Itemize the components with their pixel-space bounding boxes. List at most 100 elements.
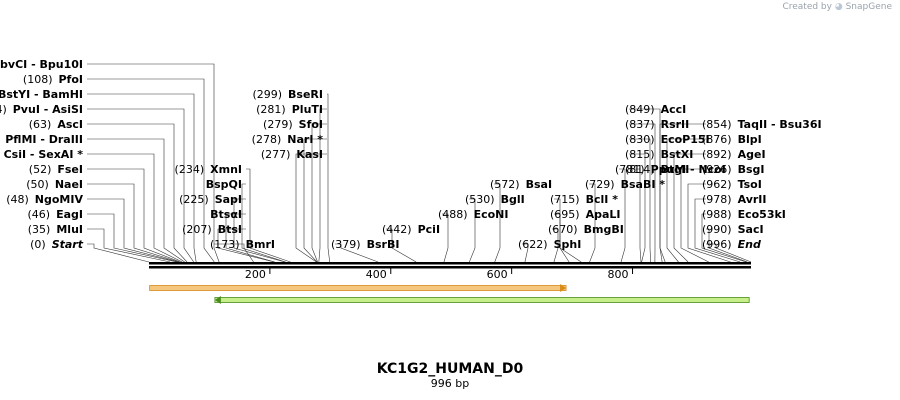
site-label-bts-i: BtsαI	[210, 208, 242, 221]
enzyme-ecop15i: EcoP15I	[661, 133, 710, 146]
enzyme-bts-i: BtsαI	[210, 208, 242, 221]
site-label-asci: (63) AscI	[29, 118, 83, 131]
site-position: (876)	[702, 133, 732, 146]
enzyme-separator: -	[686, 163, 698, 176]
enzyme-naei: NaeI	[55, 178, 83, 191]
enzyme-sphi: SphI	[554, 238, 582, 251]
enzyme-bsabi: BsaBI *	[621, 178, 666, 191]
leader-line-end	[706, 243, 752, 263]
enzyme-blpi: BlpI	[738, 133, 762, 146]
leader-line-avrii	[694, 198, 741, 263]
site-position: (695)	[550, 208, 580, 221]
site-position: (207)	[182, 223, 212, 236]
site-position: (108)	[23, 73, 53, 86]
site-position: (379)	[331, 238, 361, 251]
enzyme-separator: -	[40, 103, 52, 116]
site-position: (978)	[702, 193, 732, 206]
site-label-saci: (990) SacI	[702, 223, 764, 236]
site-label-bgli: (530) BglI	[465, 193, 525, 206]
site-label-bstxi: (815) BstXI	[625, 148, 693, 161]
backbone-top-strand	[149, 262, 751, 265]
site-position: (996)	[702, 238, 732, 251]
enzyme-separator: -	[30, 88, 42, 101]
site-label-bspqi: BspQI	[206, 178, 242, 191]
site-position: (830)	[625, 133, 655, 146]
site-position: (48)	[6, 193, 29, 206]
enzyme-btsi: BtsI	[218, 223, 242, 236]
axis-ticks: 200 400 600 800	[245, 268, 634, 281]
leader-line-bseri	[327, 93, 331, 263]
enzyme-pluti: PluTI	[292, 103, 323, 116]
enzyme-acci: AccI	[661, 103, 687, 116]
enzyme-separator: -	[37, 133, 49, 146]
site-label-mlui: (35) MluI	[28, 223, 83, 236]
leader-line-bstxi	[629, 153, 646, 263]
site-position: (0)	[30, 238, 46, 251]
site-position: (729)	[585, 178, 615, 191]
sequence-backbone	[149, 262, 751, 269]
leader-line-sfoi	[311, 123, 327, 263]
site-label-ecop15i: (830) EcoP15I	[625, 133, 710, 146]
leader-line-eco53ki	[701, 213, 747, 263]
enzyme-bgli: BglI	[501, 193, 525, 206]
site-label-bbvci: (116)BbvCI - Bpu10I	[0, 58, 83, 71]
site-label-kasi: (277) KasI	[261, 148, 323, 161]
site-label-bmgbi: (670) BmgBI	[548, 223, 624, 236]
leader-line-econi	[442, 213, 449, 263]
site-position: (46)	[28, 208, 51, 221]
leader-line-pluti	[318, 108, 327, 263]
site-label-bcli: (715) BclI *	[550, 193, 618, 206]
site-position: (281)	[256, 103, 286, 116]
enzyme-avrii: AvrII	[738, 193, 767, 206]
enzyme-mlui: MluI	[56, 223, 83, 236]
site-position: (530)	[465, 193, 495, 206]
orange-feature-arrowhead	[560, 284, 567, 292]
leader-line-naei	[87, 183, 180, 263]
enzyme-pcii: PciI	[418, 223, 440, 236]
leader-line-bspqi	[241, 183, 286, 263]
leader-line-bsgi	[680, 168, 709, 263]
site-label-pluti: (281) PluTI	[256, 103, 323, 116]
leader-line-bsrbi	[335, 243, 379, 263]
site-label-btsi: (207) BtsI	[182, 223, 242, 236]
tick-label-600: 600	[487, 268, 508, 281]
site-position: (442)	[382, 223, 412, 236]
leader-line-btsi	[217, 228, 275, 263]
site-leader-lines	[87, 63, 752, 263]
credit-text: Created by	[782, 2, 832, 12]
site-position: (815)	[625, 148, 655, 161]
leader-line-pflmi	[87, 138, 185, 263]
leader-line-pvui	[87, 108, 194, 263]
enzyme-bsrbi: BsrBI	[367, 238, 400, 251]
leader-line-eagi	[87, 213, 177, 263]
site-position: (52)	[29, 163, 52, 176]
enzyme-ppumi: PpuMI	[651, 163, 690, 176]
enzyme-eco53ki: Eco53kI	[738, 208, 786, 221]
leader-line-bsai	[494, 183, 501, 263]
site-position: (279)	[263, 118, 293, 131]
leader-line-bbvci	[87, 63, 220, 263]
site-label-bsai: (572) BsaI	[490, 178, 552, 191]
enzyme-bsgi: BsgI	[738, 163, 765, 176]
enzyme-ncoi: NcoI	[698, 163, 725, 176]
site-position: (854)	[702, 118, 732, 131]
enzyme-econi: EcoNI	[474, 208, 509, 221]
snapgene-logo-icon: ◕	[834, 2, 843, 12]
enzyme-btgi: BtgI	[661, 163, 687, 176]
enzyme-saci: SacI	[738, 223, 764, 236]
site-position: (892)	[702, 148, 732, 161]
site-label-eco53ki: (988) Eco53kI	[702, 208, 786, 221]
orange-feature-bar	[149, 285, 567, 291]
enzyme-nari: NarI *	[287, 133, 323, 146]
site-label-acci: (849) AccI	[625, 103, 686, 116]
leader-line-bgli	[469, 198, 476, 263]
leader-line-bsabi	[589, 183, 596, 263]
site-label-eagi: (46) EagI	[28, 208, 84, 221]
enzyme-bstyi: BstYI	[0, 88, 30, 101]
site-position: (988)	[702, 208, 732, 221]
enzyme-bsu36i: Bsu36I	[779, 118, 821, 131]
site-position: (622)	[518, 238, 548, 251]
site-label-ngomiv: (48) NgoMIV	[6, 193, 83, 206]
site-position: (74)	[0, 103, 7, 116]
enzyme-start: Start	[52, 238, 84, 251]
